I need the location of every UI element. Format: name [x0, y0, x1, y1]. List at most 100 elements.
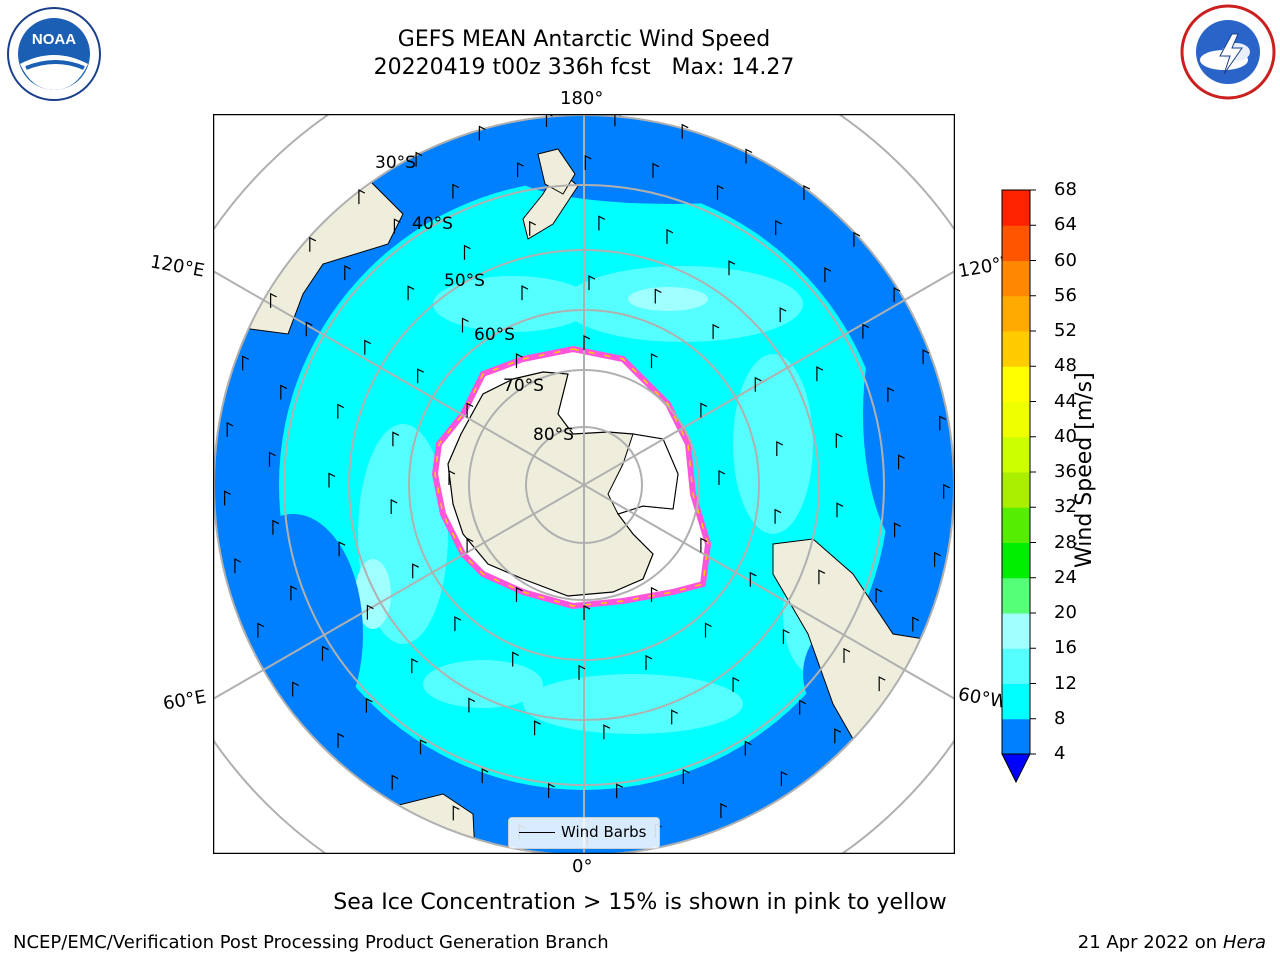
- wind-barb: [415, 151, 423, 167]
- lon-label-180: 180°: [560, 88, 604, 109]
- wind-barb: [598, 215, 606, 231]
- wind-barb: [939, 415, 947, 431]
- wind-barb: [417, 368, 424, 384]
- new-zealand-north-island: [537, 148, 576, 195]
- lon-label-0: 0°: [572, 856, 593, 877]
- wind-barb: [448, 470, 456, 485]
- wind-barb: [521, 285, 529, 301]
- wind-barb: [517, 162, 524, 178]
- footer-host: Hera: [1222, 932, 1266, 953]
- lat-label-70s: 70°S: [503, 376, 544, 396]
- wind-patch: [423, 660, 543, 708]
- colorbar-tick-label: 44: [1054, 390, 1077, 412]
- legend-label: Wind Barbs: [561, 823, 647, 841]
- colorbar-tick-label: 64: [1054, 214, 1077, 236]
- wind-barb: [337, 403, 345, 419]
- wind-barbs: [224, 114, 950, 845]
- wind-patch: [513, 144, 833, 204]
- wind-barb: [666, 228, 674, 244]
- colorbar-segment: [1002, 542, 1030, 579]
- wind-barb: [775, 220, 782, 235]
- wind-barb: [712, 323, 720, 339]
- wind-barb: [588, 275, 596, 291]
- wind-barb: [893, 287, 901, 303]
- colorbar-tick-label: 8: [1054, 707, 1066, 729]
- wind-barb: [818, 569, 826, 585]
- colorbar-segment: [1002, 190, 1030, 226]
- wind-barb: [393, 218, 401, 234]
- sea-ice-caption: Sea Ice Concentration > 15% is shown in …: [333, 890, 947, 915]
- wind-barb: [328, 472, 336, 488]
- wind-barb: [782, 629, 790, 644]
- colorbar-tick-label: 28: [1054, 531, 1077, 553]
- svg-text:NOAA: NOAA: [32, 31, 76, 48]
- colorbar: 4 8 12 16 20 24 28 32 36 40 44 48 52 56 60 64 68 Wind Sp…: [1000, 181, 1200, 788]
- wind-barb: [704, 622, 712, 638]
- colorbar-segment: [1002, 683, 1030, 720]
- wind-barb: [943, 483, 950, 499]
- colorbar-segment: [1002, 401, 1030, 438]
- colorbar-under-extension: [1001, 753, 1031, 784]
- colorbar-segment: [1002, 613, 1030, 649]
- footer-date-text: 21 Apr 2022 on: [1077, 932, 1223, 953]
- colorbar-tick-label: 4: [1054, 743, 1066, 764]
- wind-barb: [700, 537, 708, 553]
- colorbar-segment: [1002, 436, 1030, 473]
- colorbar-tick-label: 48: [1054, 355, 1077, 377]
- wind-barb: [412, 563, 419, 579]
- wind-barb: [650, 586, 658, 602]
- wind-barb: [515, 586, 523, 602]
- longitude-lines: [213, 114, 955, 854]
- wind-barb: [732, 676, 740, 692]
- wind-barb: [934, 551, 941, 567]
- wind-barb: [272, 519, 280, 535]
- wind-barb: [728, 260, 736, 276]
- wind-barb: [912, 616, 920, 632]
- lon-label-60e: 60°E: [161, 686, 208, 715]
- wind-barb: [466, 402, 474, 418]
- colorbar-tick-label: 40: [1054, 425, 1077, 447]
- wind-barb: [515, 353, 523, 369]
- wind-barb: [366, 604, 374, 620]
- wind-barb: [234, 558, 242, 574]
- wind-barb: [478, 125, 486, 141]
- wind-barb: [836, 502, 844, 518]
- wind-barb: [392, 431, 400, 447]
- wind-barb: [309, 236, 317, 252]
- lat-label-50s: 50°S: [444, 271, 485, 291]
- wind-barb: [290, 585, 298, 601]
- wind-barb: [454, 616, 462, 632]
- wind-barb: [754, 376, 762, 392]
- wind-barb: [816, 366, 824, 382]
- colorbar-tick-label: 24: [1054, 566, 1077, 588]
- wind-barb: [799, 699, 806, 715]
- chart-title: GEFS MEAN Antarctic Wind Speed 20220419 t…: [284, 26, 884, 82]
- wind-barb: [481, 768, 489, 784]
- wind-barb: [270, 292, 277, 308]
- wind-barb: [803, 185, 811, 200]
- wind-barb: [616, 783, 623, 799]
- wind-barb: [364, 339, 372, 355]
- meridian-60e-120w: [213, 270, 955, 700]
- colorbar-segment: [1002, 366, 1030, 402]
- wind-barb: [578, 664, 586, 680]
- colorbar-segment: [1002, 295, 1030, 332]
- wind-barb: [344, 265, 352, 281]
- wind-barb: [671, 709, 678, 725]
- wind-barb: [650, 353, 658, 369]
- wind-barb: [878, 676, 886, 692]
- wind-barb: [779, 307, 787, 323]
- wind-barb: [419, 739, 427, 755]
- colorbar-tick-label: 68: [1054, 179, 1077, 200]
- sea-ice-yellow-edge: [434, 348, 709, 607]
- title-line-2: 20220419 t00z 336h fcst Max: 14.27: [373, 55, 795, 80]
- wind-barb: [749, 571, 757, 587]
- legend-line-swatch: [519, 832, 555, 833]
- wind-barb: [894, 522, 901, 538]
- wind-barb: [745, 148, 753, 164]
- colorbar-tick-label: 52: [1054, 320, 1077, 341]
- wind-barb: [257, 622, 265, 638]
- ross-ice-shelf: [607, 433, 679, 515]
- colorbar-tick-label: 12: [1054, 672, 1077, 694]
- colorbar-title: Wind Speed [m/s]: [1072, 372, 1097, 568]
